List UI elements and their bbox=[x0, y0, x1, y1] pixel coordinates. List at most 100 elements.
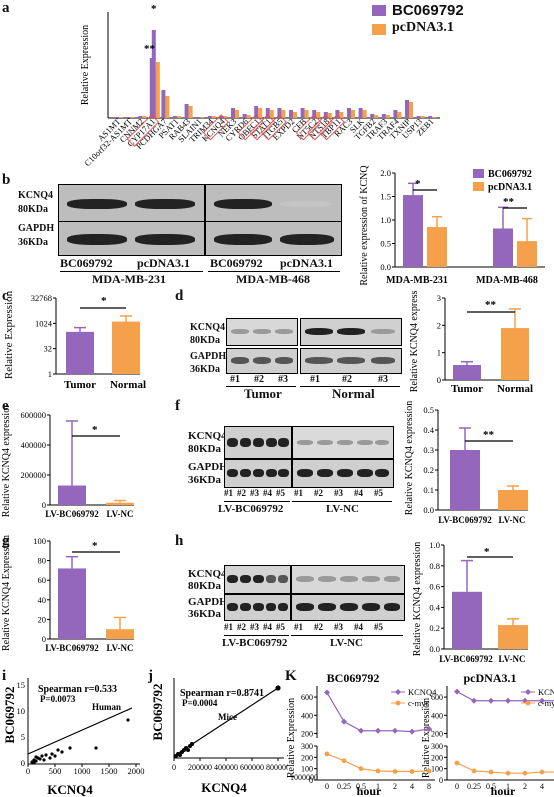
panel-label-d: d bbox=[175, 288, 184, 304]
legend-swatch-bc bbox=[372, 5, 386, 16]
pk-right-ytick-label: 0 bbox=[439, 776, 443, 785]
pk-right-xtick: 0.25 bbox=[467, 782, 481, 791]
pk-left-kcnq4-point bbox=[341, 718, 347, 725]
pk-left-ytick-label: 300 bbox=[301, 742, 313, 751]
pj-xtick: 600000 bbox=[240, 763, 264, 772]
d-gapdh-label: GAPDH bbox=[190, 351, 227, 362]
pc-cat-2: Normal bbox=[110, 379, 146, 390]
pc-ytick-label: 1024 bbox=[35, 318, 53, 328]
h-gapdh-label: GAPDH bbox=[188, 596, 228, 608]
pk-right-legend-cmyc: c-myc bbox=[538, 698, 554, 708]
legend-swatch-pc bbox=[372, 24, 386, 35]
pa-bar-pc-SLAIN1 bbox=[200, 117, 205, 118]
pb-cat-2: MDA-MB-468 bbox=[476, 275, 538, 285]
pk-ylabel-right: Relative Expression bbox=[421, 698, 432, 778]
panel-label-b: b bbox=[2, 172, 11, 188]
pi-ytick: 10 bbox=[17, 706, 26, 716]
pa-bar-pc-C10orf32-AS1MT bbox=[130, 117, 135, 118]
pi-xtick: 1000 bbox=[74, 766, 91, 776]
f-lane-4: #4 bbox=[263, 488, 272, 498]
pk-right-legend-kcnq4: KCNQ4 bbox=[538, 687, 554, 697]
pf-sig: ** bbox=[483, 429, 495, 441]
f-lane-1: #1 bbox=[224, 488, 233, 498]
f-group-lvnc: LV-NC bbox=[326, 503, 360, 515]
pk-right-kcnq4-point bbox=[505, 697, 511, 704]
pk-left-legend-kcnq4: KCNQ4 bbox=[408, 687, 437, 697]
b-group-line-468 bbox=[208, 271, 340, 272]
ph-sig: * bbox=[484, 546, 490, 558]
pd-ytick-label: 3 bbox=[437, 293, 441, 303]
pj-xtick: 200000 bbox=[188, 763, 212, 772]
pa-bar-pc-NEK3 bbox=[235, 110, 239, 118]
d-gapdh-kda: 36KDa bbox=[190, 364, 220, 375]
pa-bar-bc-ZEB1 bbox=[428, 116, 433, 118]
pg-bar-LV-NC bbox=[106, 629, 134, 639]
f-lane-2: #2 bbox=[237, 488, 246, 498]
pk-right-cmyc-point bbox=[522, 770, 528, 776]
panel-label-h: h bbox=[175, 533, 184, 549]
pc-ytick-label: 1 bbox=[48, 369, 52, 379]
pj-tag: Mice bbox=[218, 712, 237, 722]
pa-bar-bc-RAB43 bbox=[184, 104, 189, 118]
pa-bar-bc-CFB bbox=[300, 108, 305, 118]
ph-ytick-label: 0.2 bbox=[429, 623, 440, 633]
pk-left-ytick-label: 400 bbox=[301, 711, 313, 720]
pe-ytick-label: 200000 bbox=[21, 470, 47, 480]
pa-bar-pc-PCDHGA7 bbox=[165, 96, 170, 118]
ph-ytick-label: 1.0 bbox=[429, 540, 440, 550]
pa-bar-pc-CFB bbox=[304, 110, 309, 118]
pk-right-ytick-label: 400 bbox=[431, 711, 443, 720]
pb-cat-1: MDA-MB-231 bbox=[386, 275, 448, 285]
f-lane-9: #4 bbox=[354, 488, 363, 498]
panel-label-a: a bbox=[2, 0, 10, 16]
pa-redbox-OBFC1 bbox=[237, 114, 264, 141]
pk-xlabel-right: hour bbox=[491, 784, 516, 797]
d-lane-6: #3 bbox=[378, 374, 388, 385]
pa-bar-pc-TRAF3 bbox=[385, 115, 390, 118]
panel-label-K: K bbox=[285, 668, 297, 684]
pa-bar-bc-TBP11 bbox=[335, 110, 340, 118]
pf-bar-LV-BC069792 bbox=[450, 450, 480, 510]
pb-bar-BC069792-MDA-MB-231 bbox=[403, 195, 423, 267]
pk-right-cmyc-point bbox=[539, 769, 545, 775]
pf-bar-LV-NC bbox=[498, 490, 528, 510]
pk-right-cmyc-point bbox=[505, 770, 511, 776]
pk-left-ytick-label: 600 bbox=[301, 693, 313, 702]
pa-bar-pc-EXPD2 bbox=[293, 112, 297, 118]
pk-right-xtick: 4 bbox=[540, 782, 544, 791]
panel-d-chart: Relative KCNQ4 expression 0 1 2 3 Tumor Nor… bbox=[409, 290, 533, 395]
pg-ytick-label: 0 bbox=[42, 634, 46, 644]
pk-left-kcnq4-point bbox=[392, 727, 398, 734]
d-lane-3: #3 bbox=[278, 374, 288, 385]
f-gapdh-label: GAPDH bbox=[188, 461, 228, 473]
pk-right-xtick: 2 bbox=[523, 782, 527, 791]
panel-g-ylabel: Relative KCNQ4 Expression bbox=[1, 535, 12, 651]
pa-bar-bc-TRIM34 bbox=[207, 116, 212, 118]
pa-redbox-NT5C2 bbox=[295, 114, 322, 141]
b-gapdh-label: GAPDH bbox=[18, 223, 55, 234]
panel-label-j: j bbox=[148, 668, 153, 684]
pk-left-kcnq4-point bbox=[375, 727, 381, 734]
pk-right-cmyc-point bbox=[488, 769, 494, 775]
f-blot-kcnq4-lvbc bbox=[224, 426, 292, 459]
panel-b-ylabel: Relative expression of KCNQ4 bbox=[359, 165, 370, 285]
pi-point bbox=[94, 746, 98, 750]
pb-ytick-label: 1.0 bbox=[380, 215, 391, 225]
pk-left-legend-kcnq4-mark bbox=[395, 689, 401, 695]
pj-xtick: 400000 bbox=[214, 763, 238, 772]
pk-extra-tick: 1000000 bbox=[290, 773, 318, 782]
h-group-lvnc: LV-NC bbox=[330, 637, 364, 649]
pe-bar-LV-BC069792 bbox=[58, 485, 86, 505]
h-blot-gapdh-lvbc bbox=[224, 594, 291, 621]
pk-right-ytick-label: 200 bbox=[431, 753, 443, 762]
pg-ytick-label: 20 bbox=[38, 614, 47, 624]
b-blot-kcnq4-231 bbox=[58, 184, 205, 222]
pk-left-xtick: 0.5 bbox=[356, 782, 366, 791]
h-blot-gapdh-lvnc bbox=[291, 594, 405, 621]
ph-ytick-label: 0.8 bbox=[429, 561, 440, 571]
b-lane-bc-231: BC069792 bbox=[60, 256, 113, 270]
pk-title-left: BC069792 bbox=[327, 671, 380, 685]
d-lane-4: #1 bbox=[310, 374, 320, 385]
pa-bar-pc-NTS18 bbox=[327, 113, 332, 118]
pa-bar-bc-ITGB5 bbox=[277, 108, 282, 118]
